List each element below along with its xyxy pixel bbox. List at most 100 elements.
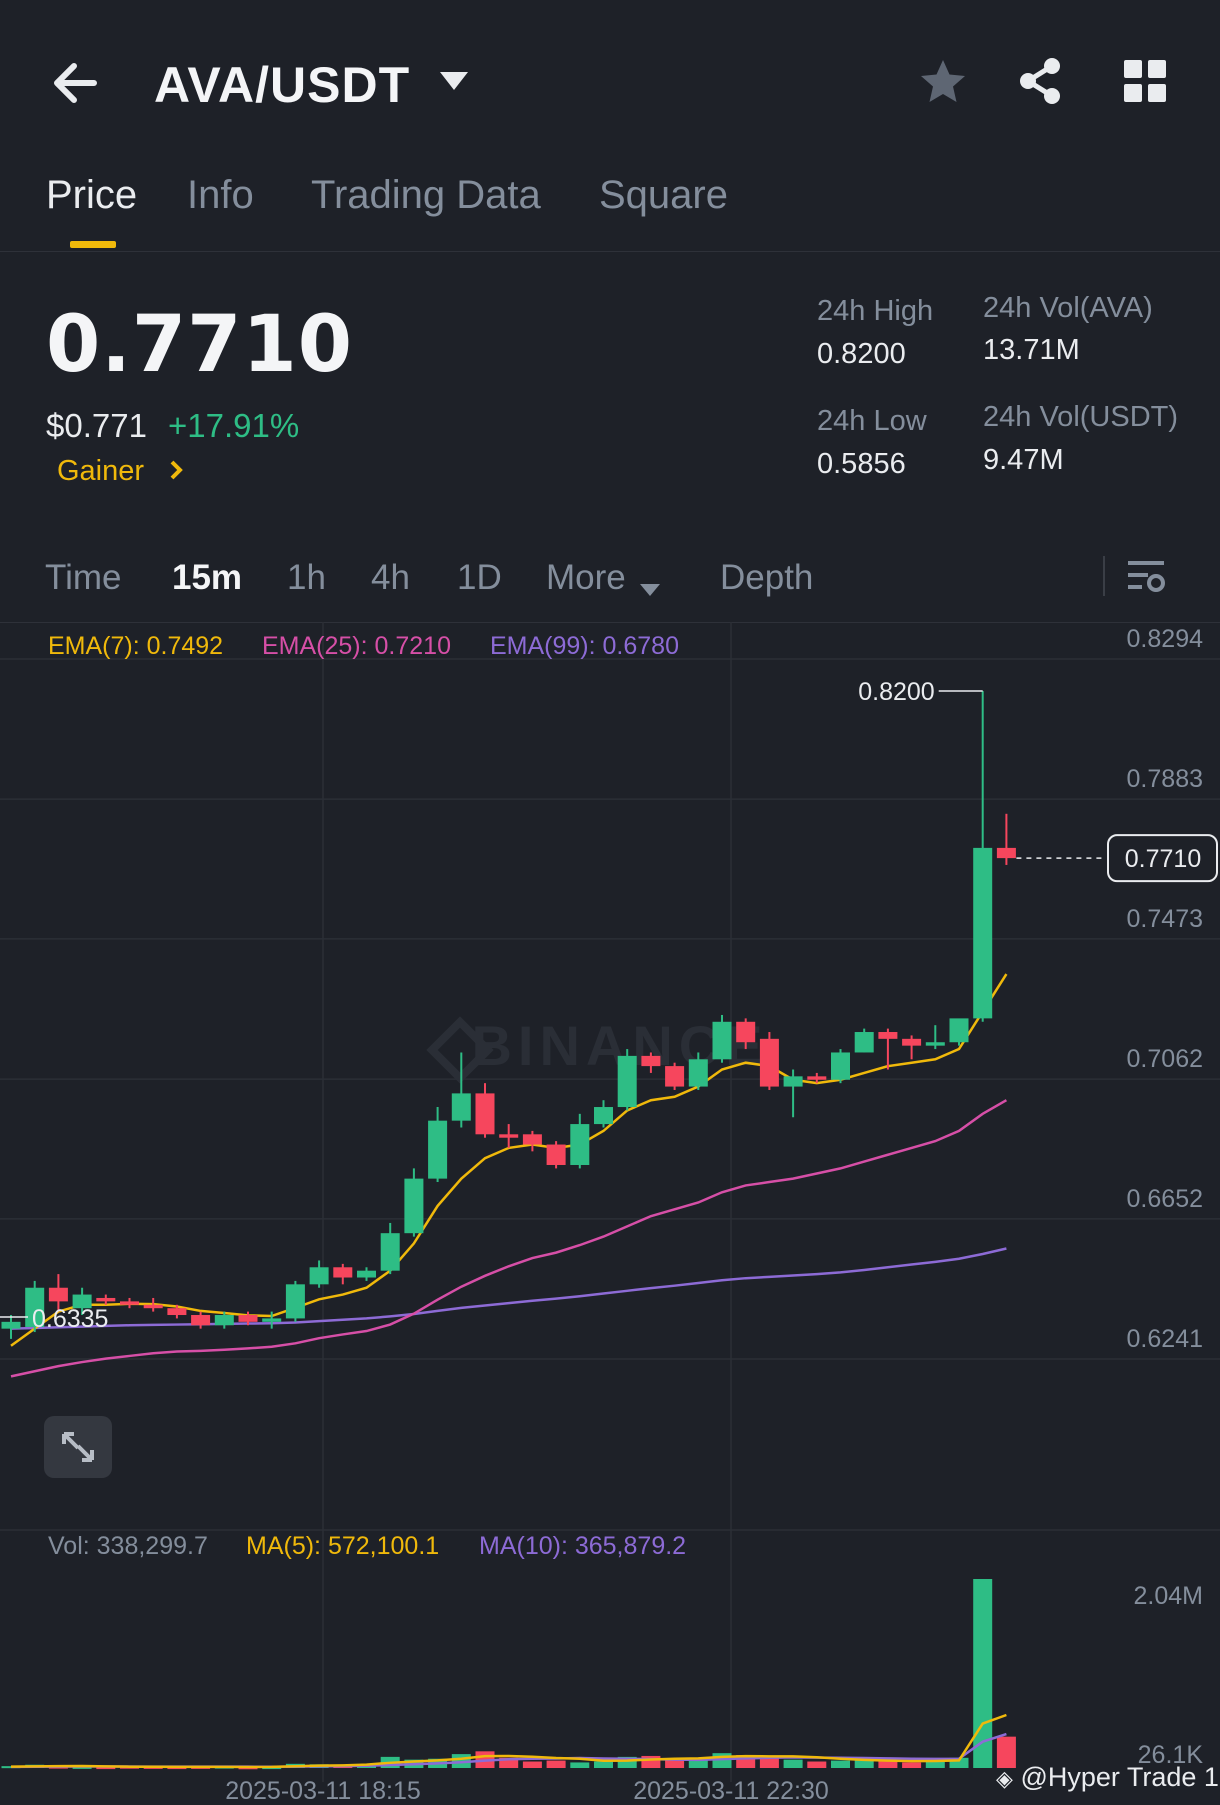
low-marker-label: 0.6335 <box>32 1305 108 1333</box>
back-arrow-icon[interactable] <box>48 58 104 108</box>
candle-down <box>143 1304 163 1309</box>
ma5-legend: MA(5): 572,100.1 <box>246 1532 440 1560</box>
volume-bar-up <box>854 1759 874 1768</box>
volume-bar-down <box>902 1762 922 1768</box>
chart-expand-button[interactable] <box>44 1416 112 1478</box>
share-icon[interactable] <box>1016 56 1064 111</box>
candle-up <box>925 1042 945 1046</box>
candle-down <box>167 1308 187 1316</box>
volume-bar-up <box>831 1760 850 1768</box>
volume-y-tick: 26.1K <box>1138 1741 1204 1769</box>
top-bar: AVA/USDT <box>0 0 1220 165</box>
vol-base-value: 13.71M <box>983 334 1080 366</box>
interval-4h[interactable]: 4h <box>371 558 410 597</box>
candle-up <box>380 1233 400 1271</box>
binance-watermark-icon <box>426 1016 494 1084</box>
volume-bar-down <box>238 1767 258 1770</box>
candle-up <box>72 1294 92 1309</box>
candle-down <box>48 1287 68 1302</box>
candle-up <box>309 1267 329 1285</box>
more-dropdown-icon[interactable] <box>639 566 661 606</box>
interval-bar: Time 15m 1h 4h 1D More Depth <box>0 548 1220 623</box>
candle-down <box>499 1134 519 1138</box>
candle-down <box>546 1144 566 1165</box>
pair-dropdown-icon[interactable] <box>438 70 470 97</box>
candle-down <box>759 1038 779 1087</box>
interval-time[interactable]: Time <box>45 558 122 597</box>
candle-up <box>854 1032 874 1053</box>
chevron-right-icon[interactable] <box>168 458 184 487</box>
volume-bar-up <box>72 1766 92 1769</box>
pair-title[interactable]: AVA/USDT <box>154 57 411 113</box>
volume-ma5-line <box>10 1713 1007 1769</box>
toolbar-divider <box>1103 556 1105 596</box>
ema7-legend: EMA(7): 0.7492 <box>48 632 224 660</box>
volume-bar-up <box>712 1753 732 1768</box>
ema25-line <box>10 1099 1008 1378</box>
x-tick-label: 2025-03-11 22:30 <box>633 1777 829 1805</box>
tab-info[interactable]: Info <box>187 173 254 217</box>
candle-up <box>570 1124 590 1165</box>
candle-up <box>404 1178 424 1234</box>
candlestick-chart[interactable]: BINANCE 0.82940.78830.74730.70620.66520.… <box>0 622 1220 1805</box>
high-marker-label: 0.8200 <box>858 678 934 706</box>
ema99-line <box>10 1247 1007 1330</box>
depth-tab[interactable]: Depth <box>720 558 814 597</box>
candle-down <box>333 1267 353 1278</box>
usd-price: $0.771 <box>46 407 147 444</box>
candle-up <box>357 1270 376 1278</box>
candle-up <box>428 1120 448 1179</box>
last-price-tag-label: 0.7710 <box>1125 845 1201 873</box>
volume-bar-up <box>570 1762 590 1768</box>
volume-y-tick: 2.04M <box>1134 1582 1203 1610</box>
interval-15m[interactable]: 15m <box>172 558 243 597</box>
high-label: 24h High <box>817 295 934 327</box>
y-tick-label: 0.6652 <box>1127 1185 1203 1213</box>
tab-square[interactable]: Square <box>599 173 728 217</box>
candle-up <box>949 1018 969 1043</box>
candle-down <box>238 1315 258 1322</box>
interval-1h[interactable]: 1h <box>287 558 326 597</box>
candle-up <box>262 1318 282 1322</box>
main-tabs: Price Info Trading Data Square <box>0 165 1220 252</box>
candle-down <box>736 1021 756 1043</box>
y-tick-label: 0.7062 <box>1127 1045 1203 1073</box>
chart-settings-icon[interactable] <box>1128 558 1166 605</box>
low-value: 0.5856 <box>817 448 906 480</box>
volume-bar-down <box>807 1761 827 1768</box>
low-label: 24h Low <box>817 405 927 437</box>
interval-1d[interactable]: 1D <box>457 558 502 597</box>
volume-bar-down <box>759 1756 779 1768</box>
candle-up <box>783 1076 803 1087</box>
y-tick-label: 0.8294 <box>1127 625 1204 653</box>
ema99-legend: EMA(99): 0.6780 <box>490 632 679 660</box>
favorite-star-icon[interactable] <box>918 58 968 111</box>
volume-bar-up <box>783 1759 803 1768</box>
tab-price[interactable]: Price <box>46 173 138 217</box>
candle-down <box>641 1055 661 1067</box>
last-price-tag <box>1107 834 1218 883</box>
y-tick-label: 0.7883 <box>1127 765 1203 793</box>
volume-bar-down <box>546 1760 566 1768</box>
gainer-tag[interactable]: Gainer <box>57 455 145 487</box>
candle-down <box>996 847 1016 859</box>
tab-trading-data[interactable]: Trading Data <box>311 173 541 217</box>
candle-down <box>475 1093 495 1135</box>
candle-down <box>807 1076 827 1080</box>
candle-up <box>285 1284 305 1319</box>
candle-down <box>522 1134 542 1145</box>
change-percent: +17.91% <box>168 407 300 444</box>
active-tab-indicator <box>70 241 116 248</box>
candle-down <box>902 1038 922 1046</box>
grid-menu-icon[interactable] <box>1124 60 1166 107</box>
interval-more[interactable]: More <box>546 558 626 597</box>
vol-quote-value: 9.47M <box>983 444 1064 476</box>
candle-up <box>594 1107 613 1125</box>
candle-down <box>191 1315 211 1326</box>
ma10-legend: MA(10): 365,879.2 <box>479 1532 687 1560</box>
last-price: 0.7710 <box>46 300 353 390</box>
volume-bar-down <box>522 1761 542 1768</box>
candle-down <box>665 1066 685 1087</box>
candle-up <box>25 1287 45 1327</box>
